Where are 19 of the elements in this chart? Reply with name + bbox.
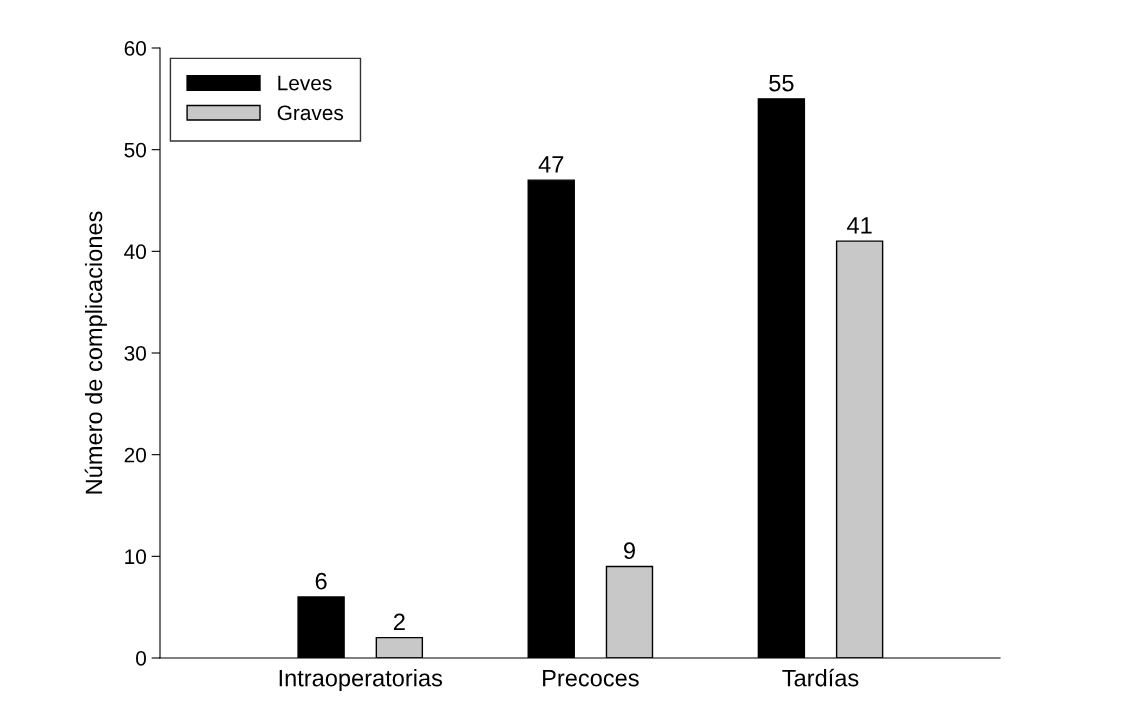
x-tick-label: Intraoperatorias (279, 669, 443, 692)
y-tick-label: 50 (124, 142, 146, 158)
data-label: 6 (315, 572, 327, 590)
data-label: 9 (624, 542, 635, 560)
data-label: 47 (538, 156, 564, 173)
data-label: 2 (393, 613, 405, 630)
y-tick-label: 60 (124, 41, 146, 56)
y-tick-label: 30 (124, 346, 146, 361)
legend-label: Graves (277, 105, 344, 121)
y-tick-label: 40 (124, 244, 146, 260)
data-label: 41 (847, 217, 872, 234)
y-axis-title: Número de complicaciones (84, 211, 107, 494)
y-tick-label: 0 (136, 651, 146, 666)
data-label: 55 (769, 74, 794, 92)
y-tick-label: 20 (124, 447, 146, 463)
x-tick-label: Precoces (543, 669, 639, 687)
y-tick-label: 10 (125, 549, 146, 565)
legend-label: Leves (278, 75, 332, 91)
x-tick-label: Tardías (782, 668, 859, 687)
